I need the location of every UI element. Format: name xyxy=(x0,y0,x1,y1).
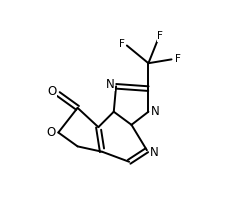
Text: N: N xyxy=(150,105,159,118)
Text: N: N xyxy=(105,77,114,90)
Text: N: N xyxy=(149,146,158,159)
Text: O: O xyxy=(47,85,57,98)
Text: O: O xyxy=(47,126,56,139)
Text: F: F xyxy=(156,31,162,41)
Text: F: F xyxy=(174,54,180,64)
Text: F: F xyxy=(118,39,124,49)
